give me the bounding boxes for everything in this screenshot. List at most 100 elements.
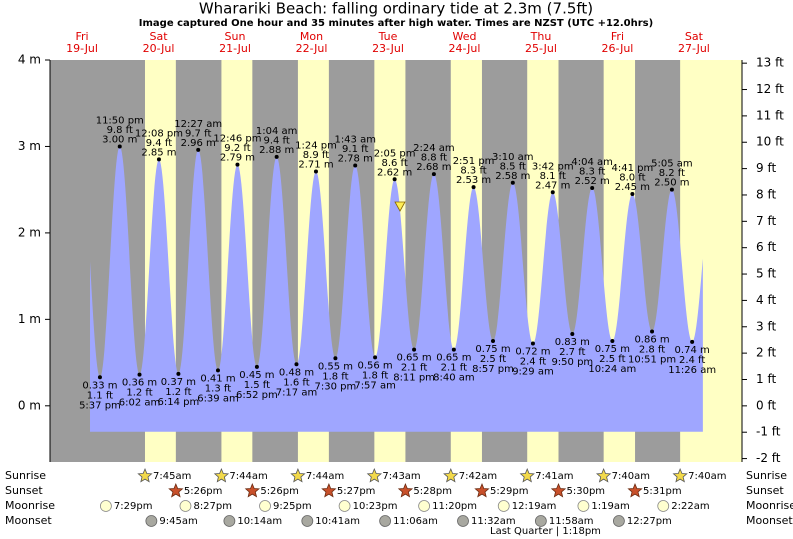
tide-label: 2.8 ft: [639, 344, 665, 355]
y2-tick-label: 0 ft: [756, 398, 776, 412]
day-name: Sat: [685, 30, 704, 43]
tide-label: 8.5 ft: [500, 161, 526, 172]
tide-point: [669, 187, 674, 192]
day-date: 25-Jul: [525, 42, 557, 55]
tide-label: 6:14 pm: [158, 397, 200, 408]
row-label-right: Sunset: [746, 484, 784, 497]
row-label-right: Sunrise: [746, 469, 787, 482]
row-time: 8:27pm: [193, 501, 232, 512]
tide-label: 2.58 m: [495, 171, 530, 182]
tide-label: 8.3 ft: [460, 166, 486, 177]
tide-label: 8.9 ft: [303, 150, 329, 161]
y2-tick-label: 11 ft: [756, 108, 784, 122]
y2-tick-label: 2 ft: [756, 346, 776, 360]
tide-label: 1.5 ft: [244, 380, 270, 391]
tide-label: 2.68 m: [416, 162, 451, 173]
row-label-right: Moonrise: [746, 499, 793, 512]
row-time: 10:23pm: [353, 501, 398, 512]
tide-label: 5:37 pm: [79, 400, 121, 411]
tide-point: [294, 362, 299, 367]
day-date: 20-Jul: [143, 42, 175, 55]
tide-point: [530, 341, 535, 346]
row-time: 5:27pm: [337, 486, 376, 497]
y2-tick-label: 5 ft: [756, 267, 776, 281]
day-name: Fri: [611, 30, 624, 43]
y2-tick-label: -1 ft: [756, 425, 781, 439]
y2-tick-label: 4 ft: [756, 293, 776, 307]
tide-label: 9.4 ft: [263, 135, 289, 146]
moon-phase: Last Quarter | 1:18pm: [490, 526, 601, 537]
row-icon: [168, 482, 184, 498]
tide-label: 12:27 am: [174, 119, 222, 130]
tide-point: [392, 177, 397, 182]
tide-label: 8.1 ft: [540, 171, 566, 182]
row-icon: [99, 500, 112, 512]
row-time: 5:29pm: [490, 486, 529, 497]
tide-label: 0.83 m: [555, 337, 590, 348]
tide-label: 3:10 am: [492, 152, 534, 163]
row-time: 10:14am: [237, 516, 282, 527]
tide-label: 2.7 ft: [559, 347, 585, 358]
tide-point: [353, 163, 358, 168]
tide-label: 12:46 pm: [213, 134, 261, 145]
y-tick-label: 0 m: [18, 398, 41, 412]
tide-label: 8.6 ft: [381, 158, 407, 169]
row-time: 11:20pm: [432, 501, 477, 512]
tide-point: [196, 147, 201, 152]
tide-label: 0.36 m: [122, 378, 157, 389]
row-time: 7:42am: [459, 471, 497, 482]
row-icon: [145, 515, 158, 527]
tide-point: [156, 157, 161, 162]
row-label: Moonrise: [5, 499, 55, 512]
day-name: Mon: [300, 30, 323, 43]
day-date: 24-Jul: [449, 42, 481, 55]
tide-label: 1.8 ft: [322, 371, 348, 382]
row-icon: [259, 500, 271, 512]
row-icon: [672, 467, 688, 483]
row-time: 1:19am: [591, 501, 629, 512]
row-time: 7:40am: [612, 471, 650, 482]
row-time: 5:28pm: [413, 486, 452, 497]
row-time: 7:43am: [382, 471, 420, 482]
tide-point: [254, 364, 259, 369]
row-icon: [418, 500, 431, 512]
tide-label: 1.1 ft: [87, 390, 113, 401]
row-time: 7:44am: [229, 471, 267, 482]
y2-tick-label: 10 ft: [756, 135, 784, 149]
tide-label: 8.2 ft: [659, 168, 685, 179]
tide-label: 7:57 am: [354, 380, 396, 391]
tide-point: [510, 180, 515, 185]
row-time: 7:29pm: [114, 501, 153, 512]
tide-label: 0.48 m: [279, 367, 314, 378]
tide-label: 1.2 ft: [165, 387, 191, 398]
tide-label: 8:11 pm: [393, 373, 435, 384]
tide-point: [570, 332, 575, 337]
tide-label: 2.88 m: [259, 145, 294, 156]
y2-tick-label: 9 ft: [756, 161, 776, 175]
row-time: 11:06am: [393, 516, 438, 527]
tide-point: [274, 154, 279, 159]
y-tick-label: 3 m: [18, 139, 41, 153]
tide-label: 5:05 am: [651, 159, 693, 170]
row-icon: [223, 515, 236, 527]
row-icon: [657, 500, 670, 512]
row-time: 5:26pm: [260, 486, 299, 497]
tide-label: 2.53 m: [456, 175, 491, 186]
tide-label: 1.6 ft: [283, 377, 309, 388]
tide-label: 7:30 pm: [315, 381, 357, 392]
tide-label: 2:24 am: [413, 143, 455, 154]
tide-label: 2.4 ft: [520, 357, 546, 368]
tide-label: 1:43 am: [334, 134, 376, 145]
tide-point: [97, 375, 102, 380]
current-marker: [394, 201, 406, 212]
y2-tick-label: -2 ft: [756, 451, 781, 465]
tide-point: [630, 192, 635, 196]
tide-label: 0.86 m: [634, 334, 669, 345]
tide-point: [550, 190, 555, 195]
y2-tick-label: 1 ft: [756, 372, 776, 386]
tide-label: 2.5 ft: [599, 354, 625, 365]
tide-label: 0.37 m: [161, 377, 196, 388]
row-icon: [379, 515, 392, 527]
tide-label: 8.0 ft: [619, 173, 645, 184]
